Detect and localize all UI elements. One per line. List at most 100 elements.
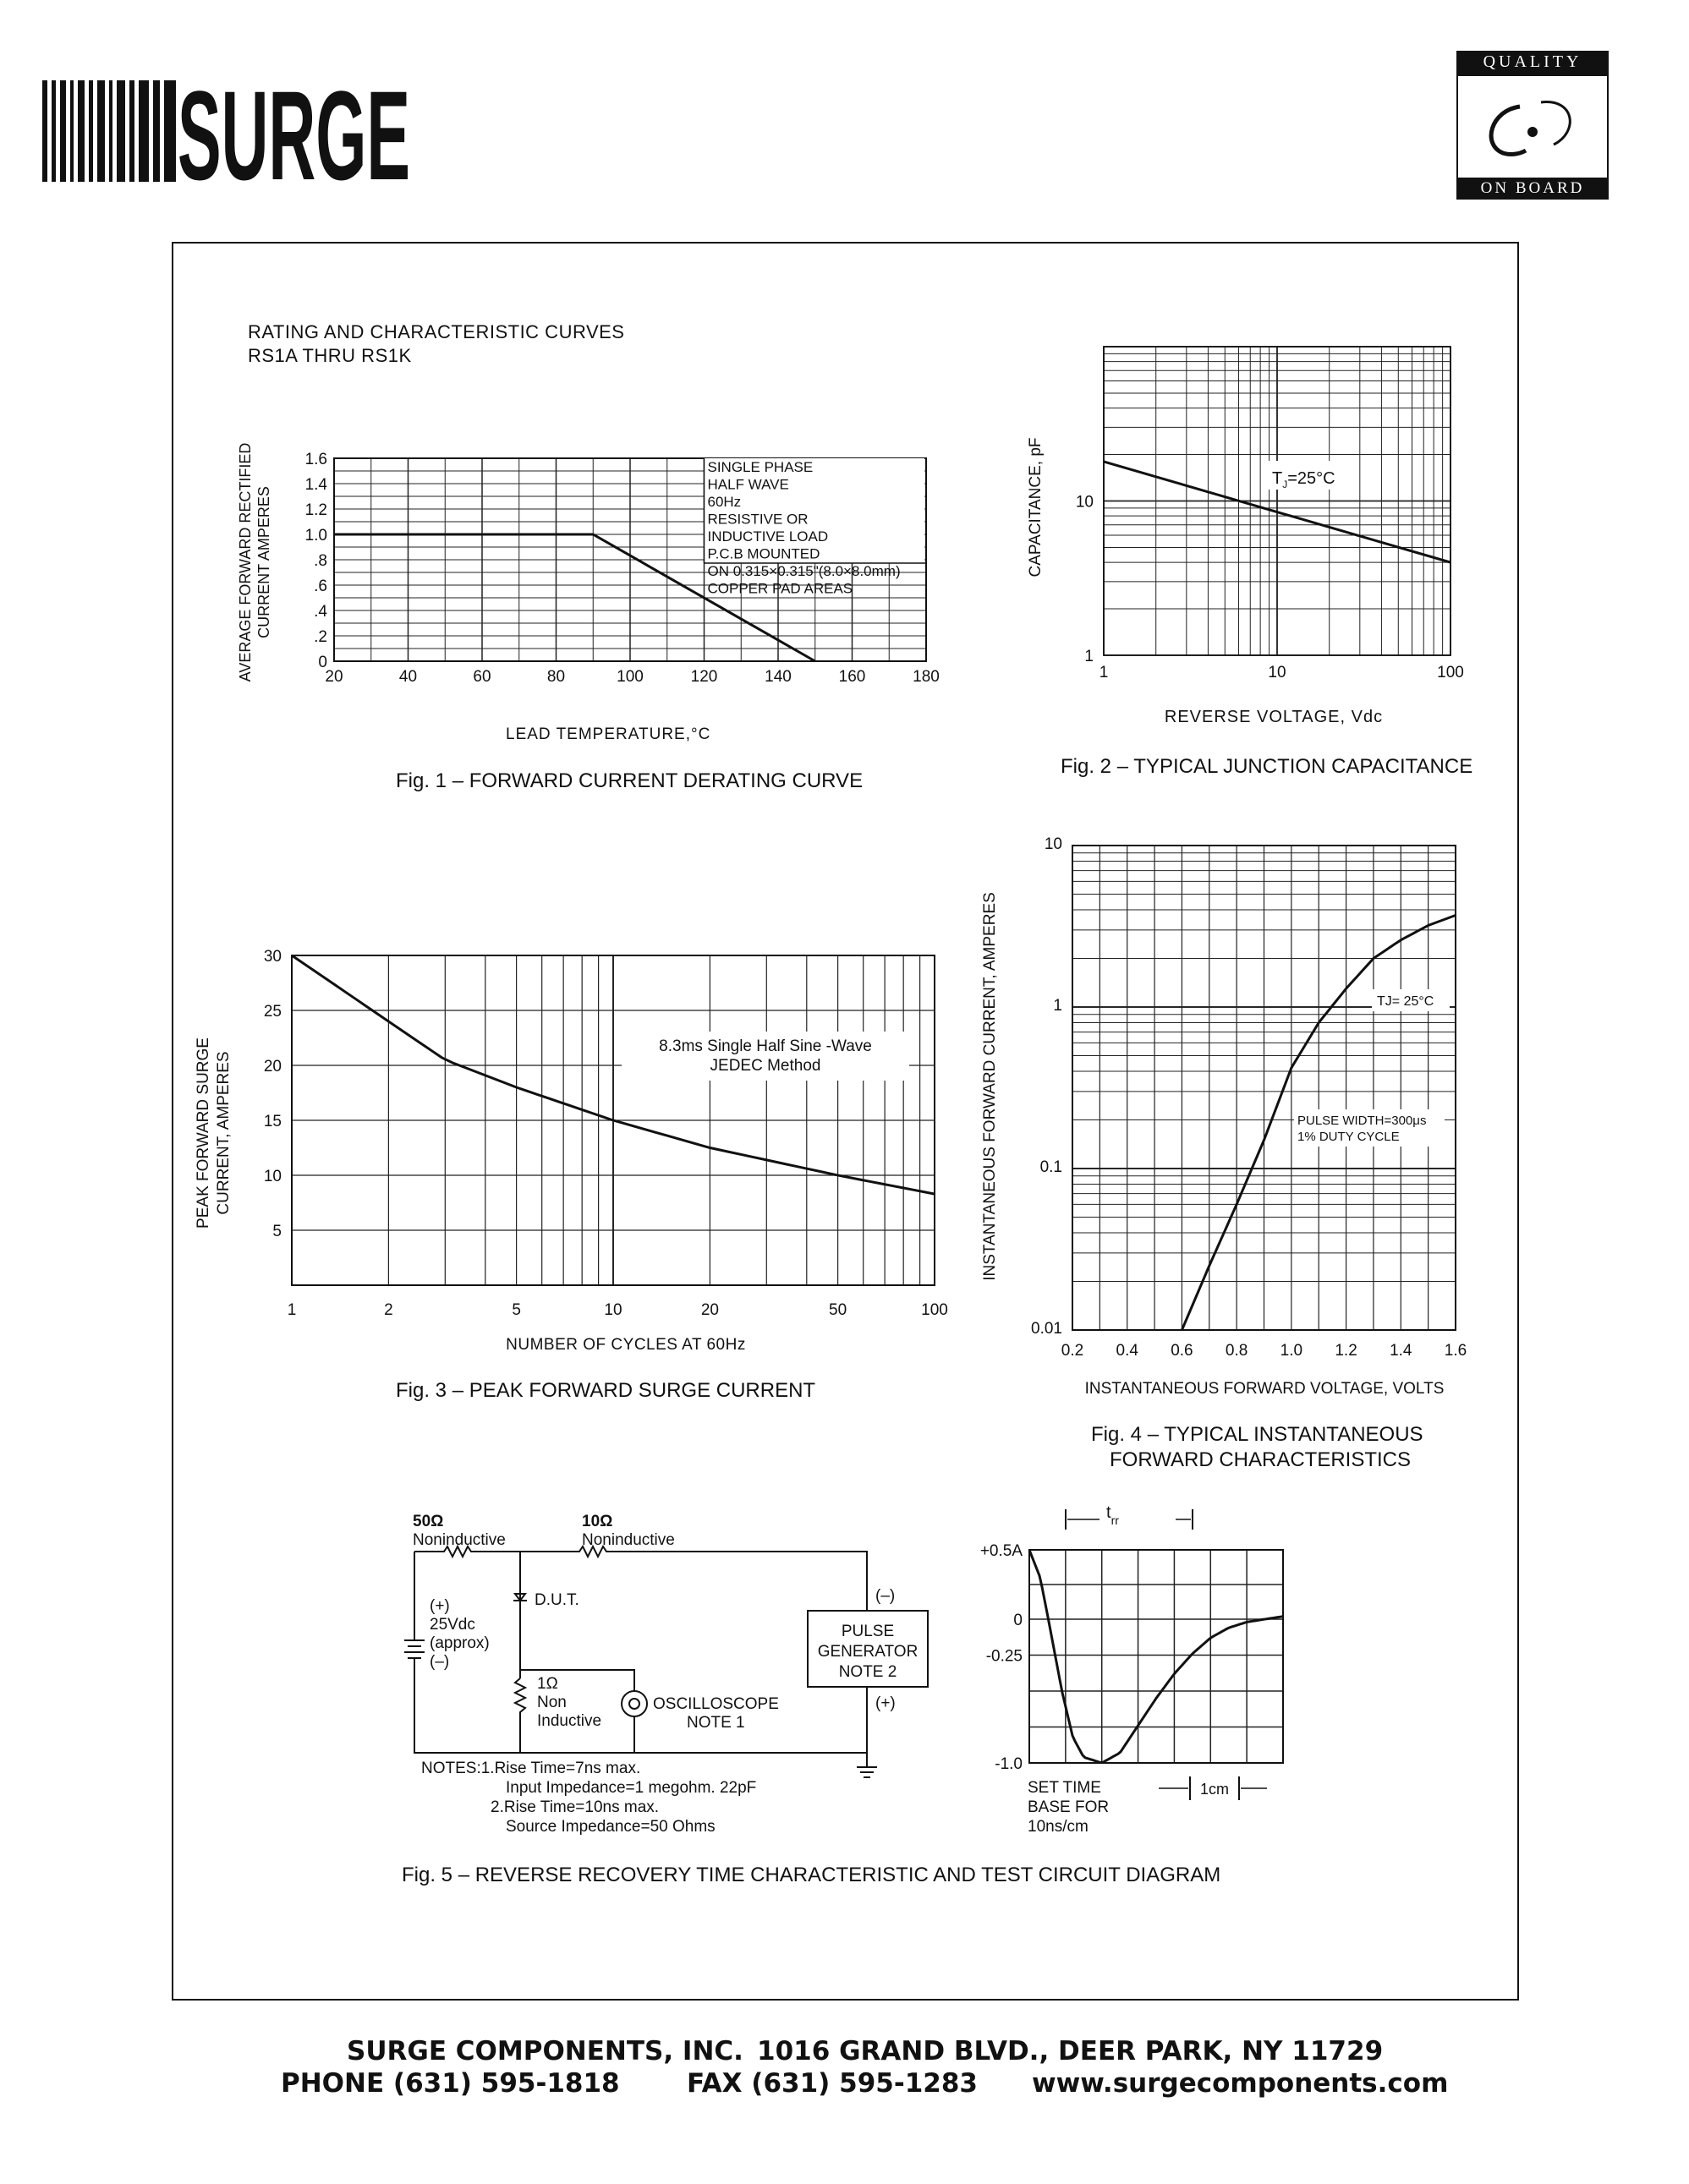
notes-line3: 2.Rise Time=10ns max. [491,1798,659,1816]
test-circuit-diagram: 50Ω Noninductive 10Ω Noninductive D.U.T.… [404,1513,929,1836]
annotation-line: HALF WAVE [708,477,789,493]
x-tick-label: 1.6 [1445,1342,1467,1360]
pulse-label3: NOTE 2 [839,1663,897,1681]
pulse-annotation: 1% DUTY CYCLE [1297,1130,1400,1144]
x-axis-label: REVERSE VOLTAGE, Vdc [1165,708,1383,726]
x-axis-label: NUMBER OF CYCLES AT 60Hz [506,1336,746,1354]
pulse-label1: PULSE [842,1623,894,1640]
fig1-caption: Fig. 1 – FORWARD CURRENT DERATING CURVE [396,769,864,792]
annotation-bg [1372,989,1450,1011]
x-tick-label: 40 [399,668,417,686]
osc-note: NOTE 1 [687,1714,745,1732]
y-axis-label-2: CURRENT, AMPERES [215,1051,233,1214]
fig4-forward-chart: TJ= 25°C PULSE WIDTH=300μs 1% DUTY CYCLE 0.… [981,835,1467,1398]
y-tick-label: 10 [264,1168,282,1185]
x-tick-label: 50 [829,1301,847,1319]
annotation-line: SINGLE PHASE [708,459,814,475]
forward-curve [1181,914,1456,1331]
x-tick-label: 1 [288,1301,297,1319]
y-tick-label: .2 [314,628,327,646]
y-tick-label: 30 [264,948,282,966]
r3-desc1: Non [537,1694,567,1711]
y-tick-label: .4 [314,603,327,621]
x-tick-label: 0.6 [1171,1342,1193,1360]
r2-desc: Noninductive [582,1531,675,1549]
r1-desc: Noninductive [413,1531,506,1549]
fig4-caption: Fig. 4 – TYPICAL INSTANTANEOUS [1091,1423,1423,1446]
y-tick-label: 1.0 [305,527,327,545]
y-tick-label: .8 [314,552,327,570]
y-tick-label: 10 [1076,494,1094,512]
plot-frame [1072,845,1456,1331]
y-tick-label: 0.01 [1031,1320,1062,1338]
x-tick-label: 80 [547,668,565,686]
footer-company: SURGE COMPONENTS, INC. [347,2036,743,2066]
x-axis-label: LEAD TEMPERATURE,°C [506,725,710,743]
annotation-box [704,458,924,563]
plot-frame [333,457,927,662]
footer-website[interactable]: www.surgecomponents.com [1032,2068,1449,2099]
y-tick-label: 0 [1013,1612,1023,1629]
source-minus: (–) [430,1653,449,1671]
quality-on-board-badge: QUALITY ON BOARD [1456,51,1609,203]
annotation-line: ON 0.315×0.315"(8.0×8.0mm) [708,563,901,579]
y-tick-label: 0.1 [1040,1158,1062,1176]
fig3-surge-chart: 8.3ms Single Half Sine -Wave JEDEC Method… [195,948,948,1354]
x-tick-label: 10 [1268,664,1286,681]
scale-label: 1cm [1200,1781,1229,1798]
x-tick-label: 0.2 [1061,1342,1083,1360]
notes-line4: Source Impedance=50 Ohms [506,1818,716,1836]
notes-line1: NOTES:1.Rise Time=7ns max. [421,1760,640,1777]
y-tick-label: 1.6 [305,451,327,468]
y-tick-label: -1.0 [995,1755,1023,1773]
y-tick-label: 10 [1045,835,1062,853]
fig2-capacitance-chart: TJ=25°C 1 10 100 1 10 REVERSE VOLTAGE, Vdc CAPA… [1027,346,1464,726]
pg-plus: (+) [875,1694,896,1712]
r3-desc2: Inductive [537,1712,601,1730]
source-voltage: 25Vdc [430,1616,475,1634]
surge-logo: SURGE [42,76,410,186]
recovery-curve [1028,1549,1284,1764]
footer-fax: FAX (631) 595-1283 [687,2068,978,2099]
footer-address: 1016 GRAND BLVD., DEER PARK, NY 11729 [757,2036,1384,2066]
x-tick-label: 2 [384,1301,393,1319]
content-frame [172,242,1519,2001]
y-tick-label: .6 [314,577,327,595]
badge-bottom-text: ON BOARD [1480,179,1585,197]
tj-annotation: TJ=25°C [1272,469,1335,490]
annotation-bg [1269,461,1353,490]
x-tick-label: 60 [473,668,491,686]
x-tick-label: 0.4 [1116,1342,1139,1360]
x-tick-label: 180 [913,668,940,686]
x-tick-label: 100 [921,1301,948,1319]
y-axis-label-2: CURRENT AMPERES [255,486,272,638]
x-tick-label: 140 [765,668,792,686]
section-subtitle: RS1A THRU RS1K [248,345,412,366]
badge-emblem [1489,101,1571,156]
notes-line2: Input Impedance=1 megohm. 22pF [506,1779,756,1797]
annotation-line: 60Hz [708,494,742,510]
svg-text:SURGE: SURGE [178,76,410,186]
x-tick-label: 1.4 [1390,1342,1412,1360]
annotation-line: RESISTIVE OR [708,512,809,528]
x-tick-label: 20 [325,668,343,686]
y-tick-label: +0.5A [980,1542,1023,1560]
annotation-line: COPPER PAD AREAS [708,581,853,597]
r2-value: 10Ω [582,1513,612,1530]
y-tick-label: 5 [272,1223,282,1240]
timebase-note: 10ns/cm [1028,1818,1089,1836]
trr-label: trr [1106,1503,1119,1527]
x-tick-label: 100 [1437,664,1464,681]
x-tick-label: 120 [691,668,718,686]
capacitance-line [1103,460,1451,564]
fig4-caption-line2: FORWARD CHARACTERISTICS [1110,1448,1412,1471]
fig5-caption: Fig. 5 – REVERSE RECOVERY TIME CHARACTER… [402,1864,1221,1886]
y-tick-label: 15 [264,1113,282,1130]
pulse-annotation: PULSE WIDTH=300μs [1297,1114,1426,1128]
annotation-line: P.C.B MOUNTED [708,546,820,562]
timebase-note: SET TIME [1028,1779,1101,1797]
pulse-label2: GENERATOR [818,1643,919,1661]
r1-value: 50Ω [413,1513,443,1530]
